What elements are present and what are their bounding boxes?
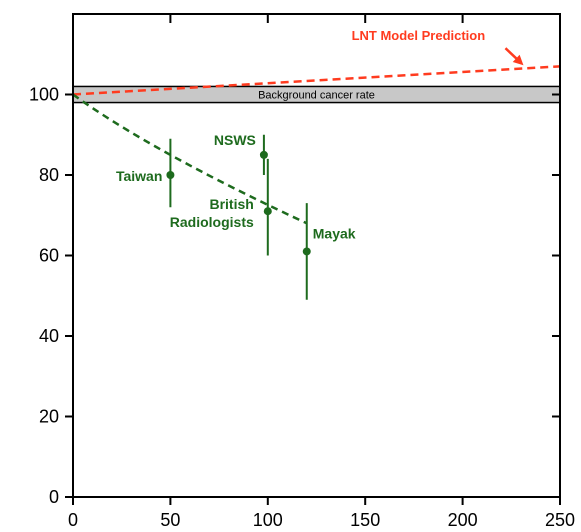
- y-tick-label: 80: [39, 165, 59, 185]
- lnt-arrow-head: [512, 54, 524, 66]
- data-point: [263, 207, 272, 216]
- data-points-layer: [166, 134, 311, 300]
- data-point: [302, 247, 311, 256]
- x-tick-label: 200: [448, 510, 478, 530]
- lnt-prediction-line: [72, 65, 561, 96]
- y-tick-label: 20: [39, 407, 59, 427]
- point-label-line: British: [209, 196, 253, 212]
- plot-frame: [72, 13, 561, 498]
- y-tick-label: 60: [39, 246, 59, 266]
- data-point: [259, 150, 268, 159]
- x-tick-label: 250: [545, 510, 575, 530]
- y-tick-label: 40: [39, 326, 59, 346]
- y-tick-label: 100: [29, 85, 59, 105]
- lnt-prediction-label: LNT Model Prediction: [352, 28, 486, 43]
- point-label: Mayak: [313, 225, 356, 241]
- point-label: Taiwan: [116, 168, 162, 184]
- y-tick-label: 0: [49, 487, 59, 507]
- x-tick-label: 100: [253, 510, 283, 530]
- point-label: British Radiologists: [170, 196, 254, 230]
- point-label-line: Radiologists: [170, 214, 254, 230]
- x-tick-label: 0: [68, 510, 78, 530]
- background-band-label: Background cancer rate: [258, 90, 375, 102]
- data-point: [166, 171, 175, 179]
- ticks-layer: 0 50 100 150 200 250 0 20 40 60 80 100: [29, 14, 575, 530]
- point-labels-layer: Taiwan NSWS British Radiologists Mayak: [116, 132, 356, 242]
- x-tick-label: 50: [160, 510, 180, 530]
- point-label: NSWS: [214, 132, 256, 148]
- x-tick-label: 150: [350, 510, 380, 530]
